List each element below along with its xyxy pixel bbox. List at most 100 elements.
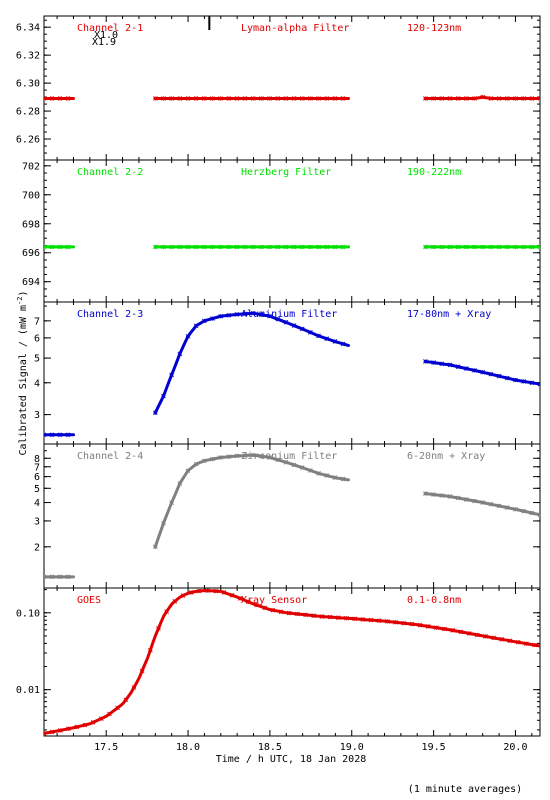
panel-2: 694 696 698 700 702 Channel 2-2 Herzberg Filte… [22,159,541,303]
data-point [49,574,55,580]
data-point [291,462,297,468]
y-tick-label: 6 [34,472,40,483]
data-point [259,453,264,459]
data-point [152,244,158,250]
series-line [153,311,350,415]
data-point [161,520,166,526]
data-point [44,96,47,101]
y-tick-label: 5 [34,354,40,365]
data-point [283,459,289,465]
data-point [152,410,158,416]
data-point [65,432,71,438]
data-point [504,375,510,381]
data-point [344,615,349,621]
band-label: 190-222nm [407,167,461,178]
data-point [161,393,166,399]
data-point [226,313,232,318]
y-tick-label: 6.32 [16,51,40,62]
data-point [319,614,325,619]
y-tick-label: 4 [34,378,40,389]
series-line [44,588,540,735]
y-tick-label: 0.01 [16,685,40,696]
data-point [98,716,104,721]
data-point [521,244,526,250]
data-point [286,610,292,616]
data-point [324,96,330,101]
data-point [483,634,488,639]
data-point [152,96,158,101]
data-point [218,96,223,101]
data-point [409,621,415,627]
data-point [180,593,186,598]
data-point [177,481,183,486]
y-tick-label: 6.30 [16,79,40,90]
series-segment-1 [44,244,75,250]
channel-label: Channel 2-3 [77,309,143,320]
data-point [496,96,502,101]
data-point [115,705,120,711]
data-point [156,626,161,631]
x-tick-label: 20.0 [503,742,527,753]
data-point [177,96,183,101]
data-point [340,244,346,250]
data-point [201,96,207,101]
data-point [58,728,63,733]
data-point [507,638,513,644]
y-tick-label: 8 [34,454,40,465]
data-point [455,364,461,370]
data-point [340,96,346,101]
data-point [439,96,445,101]
y-tick-label: 702 [22,161,40,172]
data-point [491,635,496,641]
data-point [513,377,518,383]
y-tick-label: 696 [22,248,40,259]
data-point [275,316,281,322]
data-point [172,599,178,604]
y-axis-label-sup: -2 [16,297,24,305]
data-point [299,326,305,332]
data-point [537,96,540,101]
data-point [324,473,330,478]
data-point [515,639,521,645]
data-point [201,244,207,250]
series-segment-1 [44,574,75,580]
series-line [153,453,350,549]
y-tick-label: 700 [22,190,40,201]
y-tick-label: 6.28 [16,107,40,118]
data-point [90,720,96,725]
panel-frame [43,15,541,161]
filter-label: Lyman-alpha Filter [241,23,349,34]
data-point [464,497,469,502]
data-point [299,244,305,250]
data-point [275,457,281,463]
plot-panels: 6.26 6.28 6.30 6.32 6.34 Channel 2-1 Lyman-alp… [16,15,541,737]
data-point [262,605,268,611]
data-point [464,366,469,371]
data-point [74,724,80,730]
data-point [439,493,445,498]
filter-label: Xray Sensor [241,595,307,606]
data-point [455,244,461,250]
y-tick-label: 694 [22,277,40,288]
data-point [504,244,510,250]
data-point [368,617,374,623]
data-point [393,619,398,625]
band-label: 120-123nm [407,23,461,34]
data-point [529,96,535,101]
data-point [197,588,202,594]
data-point [226,454,232,460]
data-point [188,590,194,595]
data-point [161,244,166,250]
data-point [259,244,264,250]
data-point [488,501,494,507]
data-point [324,244,330,250]
data-point [169,372,174,378]
data-point [529,380,535,386]
data-point [316,333,321,339]
panel-frame [43,587,541,737]
data-point [254,602,259,608]
data-point [210,96,215,101]
data-point [283,96,289,101]
